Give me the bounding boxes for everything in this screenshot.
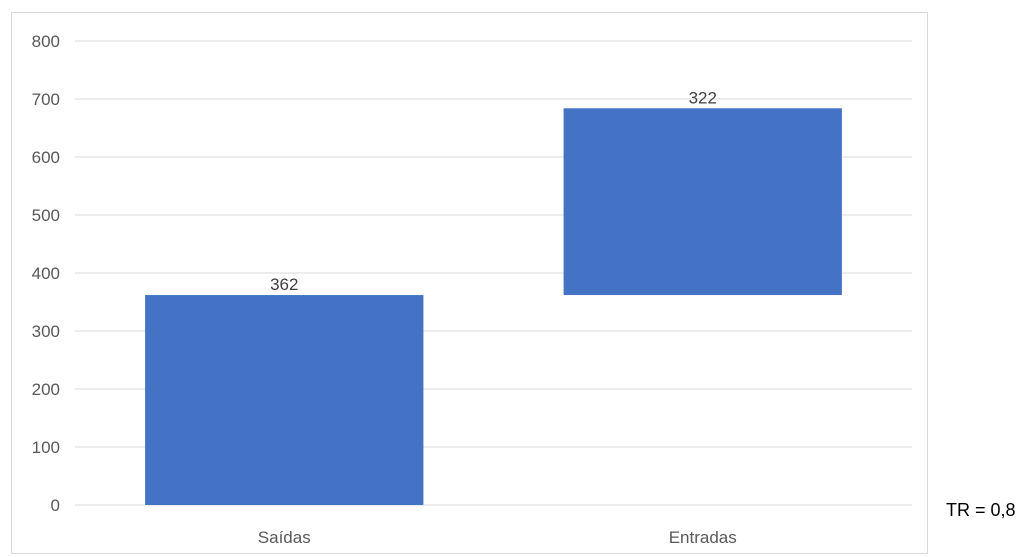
bars: [145, 108, 842, 505]
bar-saídas: [145, 295, 424, 505]
y-axis-ticks: 0 100 200 300 400 500 600 700 800: [32, 32, 60, 515]
data-labels: 362 322: [270, 88, 717, 294]
data-label: 362: [270, 275, 298, 294]
y-tick-label: 0: [51, 496, 60, 515]
y-tick-label: 700: [32, 90, 60, 109]
x-tick-label: Entradas: [669, 528, 737, 547]
y-tick-label: 300: [32, 322, 60, 341]
data-label: 322: [689, 88, 717, 107]
x-tick-label: Saídas: [258, 528, 311, 547]
x-axis-ticks: Saídas Entradas: [258, 528, 737, 547]
y-tick-label: 800: [32, 32, 60, 51]
y-tick-label: 200: [32, 380, 60, 399]
y-tick-label: 100: [32, 438, 60, 457]
bar-entradas: [563, 108, 842, 296]
y-tick-label: 600: [32, 148, 60, 167]
tr-annotation: TR = 0,8: [946, 500, 1016, 520]
y-tick-label: 400: [32, 264, 60, 283]
y-tick-label: 500: [32, 206, 60, 225]
